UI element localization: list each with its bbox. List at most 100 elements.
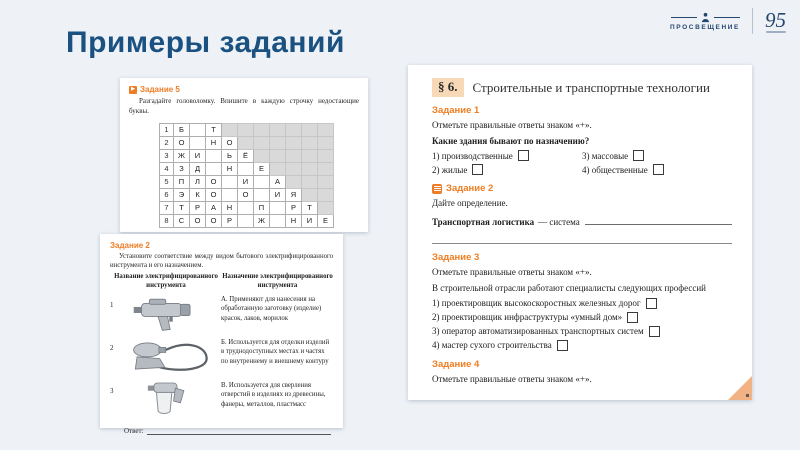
spray-gun-icon <box>121 379 221 423</box>
tools-table-header: Название электрифицированного инструмент… <box>110 273 333 290</box>
crossword-cell: Е <box>253 161 270 176</box>
crossword-cell: Н <box>221 200 238 215</box>
task-1: Задание 1 Отметьте правильные ответы зна… <box>432 105 732 176</box>
definition-term: Транспортная логистика <box>432 216 535 227</box>
answer-option-label: 3) массовые <box>582 150 629 161</box>
crossword-cell: З <box>173 161 190 176</box>
crossword-cell <box>317 122 334 137</box>
crossword-cell: С <box>173 213 190 228</box>
crossword-cell: И <box>189 148 206 163</box>
electric-drill-icon <box>121 293 221 333</box>
tools-col2-header: Назначение электрифицированного инструме… <box>222 273 333 289</box>
answer-option-label: 2) жилые <box>432 164 468 175</box>
answer-row: Ответ: <box>110 427 333 436</box>
checkbox <box>556 339 568 351</box>
tool-row-number: 2 <box>110 344 114 353</box>
engraver-flexible-shaft-icon <box>121 336 221 376</box>
crossword-cell <box>221 187 238 202</box>
answer-option-label: 4) общественные <box>582 164 648 175</box>
crossword-cell: О <box>205 213 222 228</box>
crossword-cell: Н <box>285 213 302 228</box>
crossword-cell <box>317 148 334 163</box>
crossword-cell: Н <box>205 135 222 150</box>
answer-option: 1) производственные <box>432 150 582 162</box>
tools-col1-header: Название электрифицированного инструмент… <box>114 273 218 289</box>
tool-row: 1 А. Применяют для нанесения на обработа… <box>110 293 333 333</box>
answer-option-label: 2) проектировщик инфраструктуры «умный д… <box>432 312 623 323</box>
crossword-cell <box>205 161 222 176</box>
crossword-cell <box>221 174 238 189</box>
task-2: Задание 2 Дайте определение. Транспортна… <box>432 183 732 245</box>
crossword-cell: Б <box>173 122 190 137</box>
task-1-options: 1) производственные 2) жилые 3) массовые 4)… <box>432 150 732 176</box>
crossword-cell <box>285 148 302 163</box>
tool-description: Б. Используется для отделки изделий в тр… <box>221 339 330 365</box>
crossword-row-number: 3 <box>159 148 174 163</box>
crossword-cell <box>285 161 302 176</box>
answer-option: 4) общественные <box>582 164 732 176</box>
crossword-row-number: 1 <box>159 122 174 137</box>
tool-description: А. Применяют для нанесения на обработанн… <box>221 296 322 322</box>
crossword-cell <box>269 161 286 176</box>
definition-line: Транспортная логистика — система <box>432 214 732 229</box>
tool-row: 2 Б. Используется для отделки изделий в … <box>110 336 333 376</box>
crossword-row-number: 6 <box>159 187 174 202</box>
crossword-cell: А <box>205 200 222 215</box>
crossword-cell <box>301 148 318 163</box>
crossword-cell <box>269 213 286 228</box>
tool-row: 3 В. Используется для сверления отверсти… <box>110 379 333 423</box>
crossword-cell: О <box>173 135 190 150</box>
writing-line <box>432 230 732 245</box>
crossword-cell <box>301 187 318 202</box>
crossword-cell: Р <box>221 213 238 228</box>
crossword-cell <box>285 174 302 189</box>
crossword-cell: Ё <box>237 148 254 163</box>
crossword-cell <box>285 135 302 150</box>
crossword-row-number: 7 <box>159 200 174 215</box>
crossword-cell <box>237 161 254 176</box>
slide-title: Примеры заданий <box>66 26 345 59</box>
crossword-row-number: 5 <box>159 174 174 189</box>
crossword-cell <box>301 174 318 189</box>
tools-task-header: Задание 2 <box>110 241 333 250</box>
publisher-logo-mark <box>670 12 740 23</box>
crossword-cell: П <box>253 200 270 215</box>
anniversary-number: 95 <box>765 7 786 32</box>
crossword-cell: Д <box>189 161 206 176</box>
crossword-row-number: 4 <box>159 161 174 176</box>
crossword-cell <box>237 135 254 150</box>
crossword-cell <box>285 122 302 137</box>
crossword-cell <box>253 174 270 189</box>
crossword-cell <box>317 174 334 189</box>
task-1-label: Задание 1 <box>432 105 480 116</box>
section-number: § 6. <box>432 78 464 97</box>
task-2-header: Задание 2 <box>432 183 732 194</box>
task-2-label: Задание 2 <box>446 183 494 195</box>
crossword-cell <box>301 161 318 176</box>
definition-blank-line <box>584 214 732 225</box>
crossword-task-header: ▶ Задание 5 <box>129 85 359 94</box>
publisher-logo: ПРОСВЕЩЕНИЕ <box>670 12 740 31</box>
answer-option: 3) оператор автоматизированных транспорт… <box>432 325 732 337</box>
answer-option-label: 3) оператор автоматизированных транспорт… <box>432 326 644 337</box>
crossword-cell: О <box>205 174 222 189</box>
crossword-cell <box>237 200 254 215</box>
crossword-cell <box>301 122 318 137</box>
tools-task-label: Задание 2 <box>110 241 150 250</box>
task-4: Задание 4 Отметьте правильные ответы зна… <box>432 359 732 386</box>
logo-rule-right <box>713 16 740 18</box>
task-1-instruction: Отметьте правильные ответы знаком «+». <box>432 120 592 130</box>
crossword-cell <box>237 122 254 137</box>
crossword-cell: И <box>269 187 286 202</box>
answer-blank-line <box>146 434 331 436</box>
answer-option: 2) жилые <box>432 164 582 176</box>
crossword-cell <box>301 135 318 150</box>
answer-option: 2) проектировщик инфраструктуры «умный д… <box>432 311 732 323</box>
answer-option-label: 4) мастер сухого строительства <box>432 340 552 351</box>
publisher-figure-icon <box>701 12 709 22</box>
